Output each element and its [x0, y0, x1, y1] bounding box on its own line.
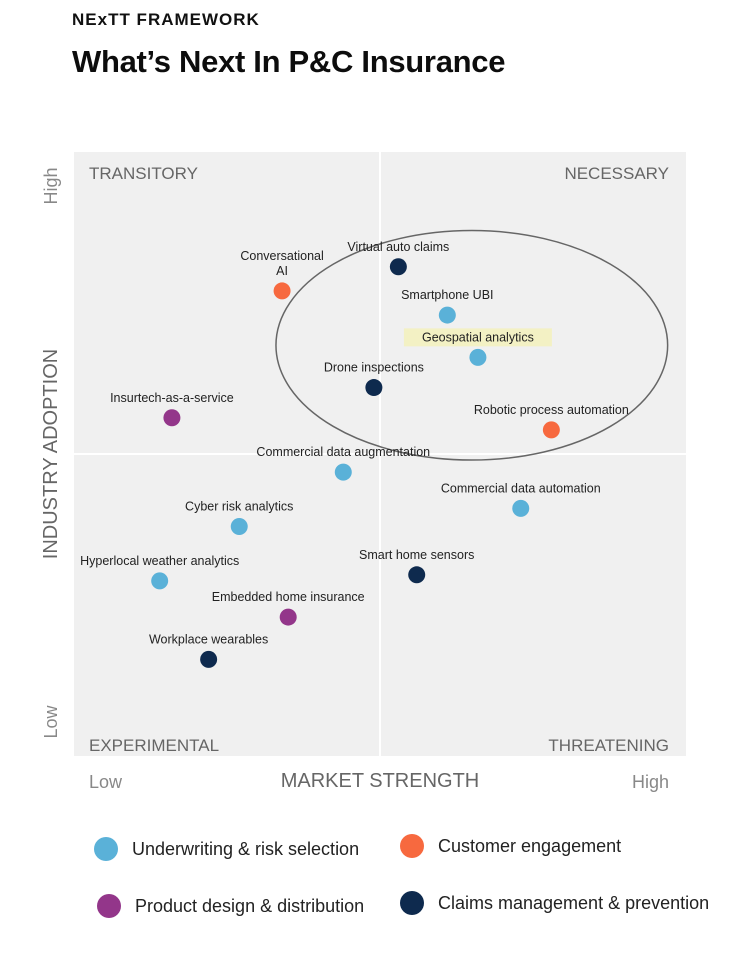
- scatter-chart: TRANSITORY NECESSARY EXPERIMENTAL THREAT…: [40, 152, 686, 792]
- legend-item-engagement: Customer engagement: [400, 834, 621, 858]
- x-tick-low: Low: [89, 772, 123, 792]
- point-label-workplace-wearables: Workplace wearables: [149, 632, 268, 646]
- point-virtual-auto-claims: [389, 258, 407, 276]
- legend-item-claims: Claims management & prevention: [400, 891, 709, 915]
- point-label-robotic-process-automation: Robotic process automation: [474, 403, 629, 417]
- point-label-commercial-data-augmentation: Commercial data augmentation: [256, 445, 430, 459]
- point-smartphone-ubi: [438, 306, 456, 324]
- page-title: What’s Next In P&C Insurance: [72, 44, 506, 79]
- point-smart-home-sensors: [408, 566, 426, 584]
- legend-label-underwriting: Underwriting & risk selection: [132, 838, 360, 859]
- point-label-insurtech-as-a-service: Insurtech-as-a-service: [110, 391, 234, 405]
- point-label-virtual-auto-claims: Virtual auto claims: [347, 240, 449, 254]
- quadrant-label-necessary: NECESSARY: [564, 164, 669, 183]
- quadrant-label-experimental: EXPERIMENTAL: [89, 736, 219, 755]
- points-layer: Virtual auto claims Conversational AI Smart…: [80, 240, 629, 668]
- quadrant-label-threatening: THREATENING: [548, 736, 669, 755]
- legend-item-underwriting: Underwriting & risk selection: [94, 837, 359, 861]
- legend-label-engagement: Customer engagement: [438, 835, 622, 856]
- point-commercial-data-augmentation: [334, 463, 352, 481]
- legend-item-product: Product design & distribution: [97, 894, 364, 918]
- legend-label-claims: Claims management & prevention: [438, 892, 710, 913]
- point-geospatial-analytics: [469, 348, 487, 366]
- point-cyber-risk-analytics: [230, 517, 248, 535]
- x-axis-title: MARKET STRENGTH: [281, 770, 480, 792]
- y-tick-high: High: [41, 167, 61, 204]
- legend-marker-engagement: [400, 834, 424, 858]
- legend-label-product: Product design & distribution: [135, 895, 365, 916]
- y-axis-title: INDUSTRY ADOPTION: [40, 349, 62, 559]
- point-label-embedded-home-insurance: Embedded home insurance: [212, 590, 365, 604]
- y-tick-low: Low: [41, 704, 61, 738]
- legend-marker-product: [97, 894, 121, 918]
- point-conversational-ai: [273, 282, 291, 300]
- point-label-smart-home-sensors: Smart home sensors: [359, 548, 474, 562]
- point-label-commercial-data-automation: Commercial data automation: [441, 481, 601, 495]
- point-label-smartphone-ubi: Smartphone UBI: [401, 288, 493, 302]
- quadrant-label-transitory: TRANSITORY: [89, 164, 198, 183]
- label-highlight-geospatial-analytics: [403, 328, 552, 347]
- point-label-hyperlocal-weather-analytics: Hyperlocal weather analytics: [80, 554, 239, 568]
- framework-eyebrow: NExTT FRAMEWORK: [72, 10, 260, 29]
- point-label-cyber-risk-analytics: Cyber risk analytics: [185, 499, 293, 513]
- point-commercial-data-automation: [512, 499, 530, 517]
- point-robotic-process-automation: [542, 421, 560, 439]
- point-embedded-home-insurance: [279, 608, 297, 626]
- point-drone-inspections: [365, 379, 383, 397]
- point-hyperlocal-weather-analytics: [151, 572, 169, 590]
- point-label-conversational-ai: Conversational AI: [240, 249, 323, 278]
- focus-ellipse: [275, 229, 669, 461]
- point-insurtech-as-a-service: [163, 409, 181, 427]
- point-label-drone-inspections: Drone inspections: [324, 361, 424, 375]
- point-label-geospatial-analytics: Geospatial analytics: [422, 330, 534, 344]
- legend-marker-claims: [400, 891, 424, 915]
- x-tick-high: High: [632, 772, 669, 792]
- point-workplace-wearables: [200, 650, 218, 668]
- legend-marker-underwriting: [94, 837, 118, 861]
